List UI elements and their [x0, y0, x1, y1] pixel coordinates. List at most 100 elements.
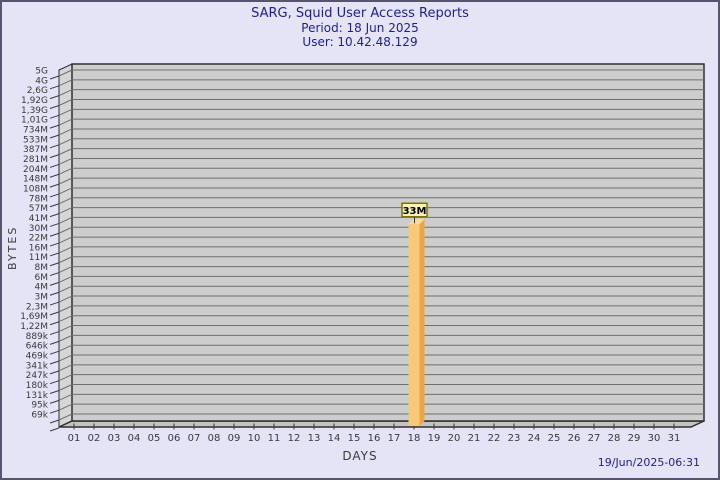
x-tick-label: 13 — [308, 433, 321, 444]
gridline-connector — [58, 285, 73, 293]
x-tick-label: 05 — [148, 433, 161, 444]
y-tick-label: 57M — [29, 204, 48, 214]
y-tick — [49, 360, 60, 365]
gridline-connector — [58, 99, 73, 106]
gridline-connector — [58, 177, 73, 185]
bar-value-box — [401, 202, 428, 218]
y-tick-label: 8M — [35, 263, 49, 273]
y-tick-label: 4M — [35, 283, 49, 293]
gridline-connector — [58, 236, 73, 244]
gridline-connector — [58, 413, 73, 421]
gridline-connector — [58, 148, 73, 156]
y-tick — [49, 281, 60, 286]
y-tick-label: 889k — [26, 332, 49, 342]
page-title: SARG, Squid User Access Reports — [251, 6, 469, 21]
y-tick-label: 148M — [23, 175, 48, 185]
x-tick-label: 15 — [348, 433, 361, 444]
y-tick — [49, 163, 60, 168]
gridline-connector — [58, 158, 73, 165]
report-timestamp: 19/Jun/2025-06:31 — [597, 456, 700, 469]
y-tick-label: 1,39G — [21, 106, 48, 116]
y-tick — [49, 173, 60, 178]
x-tick-label: 30 — [648, 433, 661, 444]
gridline-connector — [58, 128, 73, 136]
gridline-connector — [58, 384, 73, 391]
plot-side-wall — [58, 63, 73, 428]
y-tick — [49, 154, 60, 159]
y-tick-label: 2,3M — [26, 302, 48, 312]
x-axis-title: DAYS — [342, 449, 378, 463]
bar-value-label: 33M — [403, 206, 427, 217]
plot-back-wall — [71, 63, 705, 422]
y-tick — [49, 232, 60, 237]
x-tick-label: 29 — [628, 433, 641, 444]
y-tick — [49, 75, 60, 80]
plot-floor — [58, 420, 705, 428]
y-tick — [49, 419, 60, 424]
y-tick-label: 2,6G — [27, 86, 48, 96]
y-tick-label: 108M — [23, 184, 48, 194]
gridline-connector — [58, 187, 73, 195]
y-tick — [49, 183, 60, 188]
gridline-connector — [58, 344, 73, 352]
y-tick — [49, 350, 60, 355]
y-tick-label: 131k — [26, 391, 49, 401]
gridline-connector — [58, 138, 73, 146]
y-tick — [49, 105, 60, 109]
y-tick — [49, 242, 60, 247]
y-tick-label: 69k — [31, 411, 48, 421]
y-tick — [49, 213, 60, 218]
y-tick — [49, 134, 60, 139]
y-tick — [49, 301, 60, 306]
y-tick — [49, 409, 60, 414]
report-header: SARG, Squid User Access Reports Period: … — [2, 6, 718, 50]
y-tick-label: 16M — [29, 243, 48, 253]
y-tick — [49, 390, 60, 394]
x-tick-label: 17 — [388, 433, 401, 444]
x-tick-label: 14 — [328, 433, 341, 444]
gridline-connector — [58, 334, 73, 342]
y-tick-label: 341k — [26, 361, 49, 371]
y-tick-label: 5G — [35, 67, 48, 77]
y-tick-label: 533M — [23, 135, 48, 145]
x-tick-label: 11 — [268, 433, 281, 444]
y-tick-label: 646k — [26, 342, 49, 352]
y-tick — [49, 193, 60, 198]
y-tick — [49, 399, 60, 404]
y-tick — [49, 95, 60, 100]
gridline-connector — [58, 216, 73, 224]
y-tick-label: 180k — [26, 381, 49, 391]
y-tick-label: 469k — [26, 352, 49, 362]
y-tick-label: 247k — [26, 371, 49, 381]
gridline-connector — [58, 226, 73, 234]
x-tick-label: 25 — [548, 433, 561, 444]
gridline-connector — [58, 256, 73, 264]
gridline-connector — [58, 325, 73, 332]
x-tick-label: 10 — [248, 433, 261, 444]
y-tick-label: 3M — [35, 293, 49, 303]
y-tick — [49, 222, 60, 227]
gridline-connector — [58, 79, 73, 87]
x-tick-label: 16 — [368, 433, 381, 444]
y-tick — [49, 272, 60, 277]
y-tick-label: 4G — [35, 76, 48, 86]
x-tick-label: 01 — [68, 433, 81, 444]
x-tick-label: 28 — [608, 433, 621, 444]
y-tick-label: 6M — [35, 273, 49, 283]
y-tick — [49, 252, 60, 257]
gridline-connector — [58, 266, 73, 274]
gridline-connector — [58, 295, 73, 303]
y-tick-label: 30M — [29, 224, 48, 234]
y-tick-label: 95k — [31, 401, 48, 411]
gridline-connector — [58, 403, 73, 411]
y-tick-label: 387M — [23, 145, 48, 155]
y-tick-label: 41M — [29, 214, 48, 224]
y-tick-label: 1,69M — [20, 312, 48, 322]
x-tick-label: 02 — [88, 433, 101, 444]
gridline-connector — [58, 374, 73, 382]
y-tick-label: 11M — [29, 253, 48, 263]
gridline-connector — [58, 315, 73, 323]
y-tick — [49, 331, 60, 336]
